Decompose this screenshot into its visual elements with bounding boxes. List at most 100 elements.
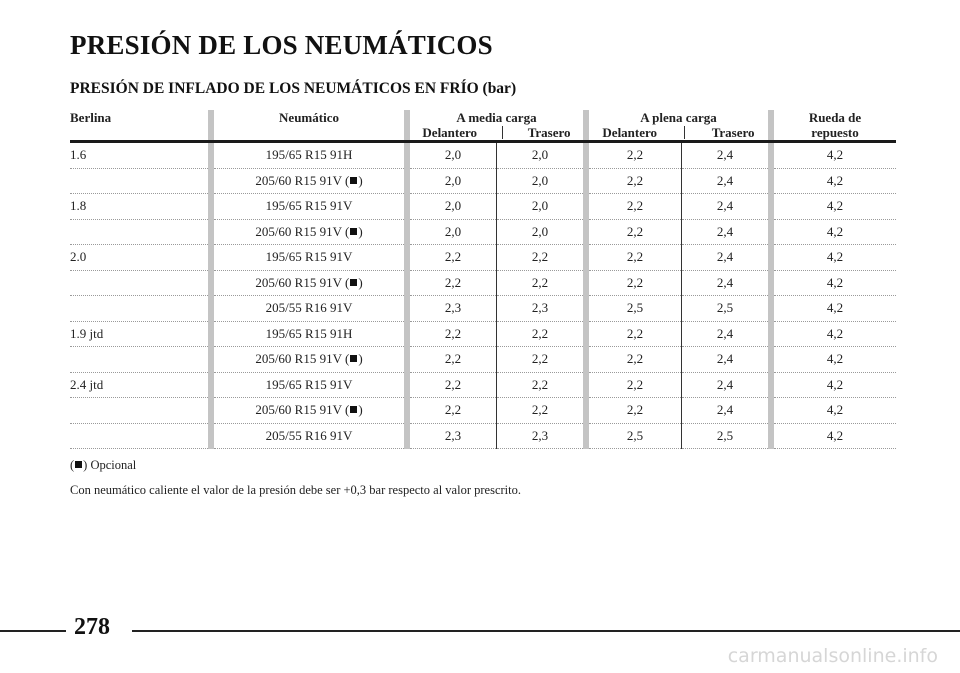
cell-tyre-text: 205/60 R15 91V ( <box>255 274 350 290</box>
footnote-text: ) Opcional <box>83 458 137 472</box>
optional-close-paren: ) <box>358 351 363 367</box>
optional-square-icon <box>350 176 358 184</box>
cell-media-delantero-text: 2,2 <box>444 376 462 392</box>
cell-plena-trasero-text: 2,4 <box>716 351 734 367</box>
table-row: 205/55 R16 91V 2,3 2,3 2,5 2,5 4,2 <box>70 295 896 322</box>
cell-media-delantero-text: 2,2 <box>444 351 462 367</box>
cell-tyre: 205/60 R15 91V () <box>214 346 404 373</box>
optional-square-icon <box>350 355 358 363</box>
column-separator <box>208 168 214 194</box>
column-separator <box>768 423 774 449</box>
cell-tyre: 205/55 R16 91V <box>214 295 404 322</box>
cell-media-trasero-text: 2,0 <box>531 147 549 163</box>
column-separator <box>583 321 589 347</box>
cell-plena-trasero-text: 2,4 <box>716 249 734 265</box>
cell-plena-trasero-text: 2,5 <box>716 427 734 443</box>
cell-media-delantero: 2,2 <box>410 397 497 424</box>
cell-tyre: 195/65 R15 91H <box>214 321 404 347</box>
cell-tyre-text: 195/65 R15 91V <box>265 198 353 214</box>
cell-plena-delantero: 2,5 <box>589 423 682 449</box>
page-number: 278 <box>74 614 110 640</box>
cell-repuesto: 4,2 <box>774 219 896 245</box>
cell-repuesto-text: 4,2 <box>826 147 844 163</box>
cell-plena-delantero-text: 2,2 <box>626 147 644 163</box>
cell-plena-delantero: 2,2 <box>589 397 682 424</box>
cell-media-trasero-text: 2,0 <box>531 223 549 239</box>
cell-model <box>70 168 208 194</box>
cell-tyre: 205/60 R15 91V () <box>214 168 404 194</box>
column-separator <box>208 141 214 168</box>
table-row: 205/60 R15 91V () 2,2 2,2 2,2 2,4 4,2 <box>70 270 896 296</box>
cell-model <box>70 423 208 449</box>
cell-model-text: 1.9 jtd <box>70 325 104 341</box>
column-separator <box>208 270 214 296</box>
cell-plena-trasero: 2,4 <box>681 193 768 220</box>
cell-model: 2.4 jtd <box>70 372 208 398</box>
cell-tyre: 195/65 R15 91H <box>214 141 404 169</box>
cell-media-trasero-text: 2,2 <box>531 249 549 265</box>
table-row: 205/55 R16 91V 2,3 2,3 2,5 2,5 4,2 <box>70 423 896 449</box>
cell-plena-delantero-text: 2,2 <box>626 223 644 239</box>
column-separator <box>208 321 214 347</box>
column-separator <box>404 321 410 347</box>
cell-tyre-text: 205/55 R16 91V <box>265 300 353 316</box>
cell-model: 2.0 <box>70 244 208 271</box>
cell-plena-trasero-text: 2,4 <box>716 325 734 341</box>
cell-plena-trasero-text: 2,4 <box>716 223 734 239</box>
column-separator <box>768 193 774 219</box>
cell-media-trasero-text: 2,3 <box>531 427 549 443</box>
column-separator <box>583 168 589 194</box>
column-separator <box>768 219 774 245</box>
column-separator <box>583 295 589 321</box>
cell-media-delantero: 2,2 <box>410 372 497 398</box>
column-separator <box>404 110 410 143</box>
cell-model: 1.6 <box>70 141 208 169</box>
cell-media-delantero-text: 2,0 <box>444 223 462 239</box>
cell-plena-trasero: 2,5 <box>681 295 768 322</box>
section-title: PRESIÓN DE INFLADO DE LOS NEUMÁTICOS EN … <box>70 80 517 97</box>
cell-plena-delantero-text: 2,2 <box>626 249 644 265</box>
column-separator <box>404 295 410 321</box>
column-separator <box>208 244 214 270</box>
column-separator <box>208 372 214 398</box>
header-rueda-line2: repuesto <box>811 125 859 140</box>
cell-model <box>70 346 208 373</box>
cell-plena-delantero-text: 2,2 <box>626 402 644 418</box>
cell-repuesto: 4,2 <box>774 295 896 322</box>
cell-plena-trasero: 2,4 <box>681 397 768 424</box>
cell-plena-trasero-text: 2,4 <box>716 376 734 392</box>
cell-media-trasero: 2,0 <box>496 219 583 245</box>
column-separator <box>208 219 214 245</box>
column-separator <box>583 346 589 372</box>
cell-media-trasero-text: 2,0 <box>531 172 549 188</box>
cell-plena-trasero-text: 2,4 <box>716 402 734 418</box>
cell-media-delantero: 2,2 <box>410 346 497 373</box>
cell-tyre-text: 195/65 R15 91H <box>265 147 353 163</box>
cell-tyre-text: 205/55 R16 91V <box>265 427 353 443</box>
cell-tyre-text: 205/60 R15 91V ( <box>255 402 350 418</box>
header-trasero: Trasero <box>527 125 571 140</box>
cell-plena-trasero-text: 2,5 <box>716 300 734 316</box>
cell-media-trasero: 2,2 <box>496 270 583 296</box>
cell-repuesto-text: 4,2 <box>826 172 844 188</box>
column-separator <box>768 295 774 321</box>
column-separator <box>404 141 410 168</box>
optional-square-icon <box>350 406 358 414</box>
cell-plena-delantero-text: 2,2 <box>626 376 644 392</box>
cell-media-delantero: 2,2 <box>410 321 497 347</box>
header-delantero: Delantero <box>422 125 478 140</box>
cell-media-delantero-text: 2,2 <box>444 325 462 341</box>
cell-tyre-text: 205/60 R15 91V ( <box>255 223 350 239</box>
cell-media-trasero: 2,3 <box>496 295 583 322</box>
cell-media-delantero-text: 2,2 <box>444 402 462 418</box>
table-row: 1.8 195/65 R15 91V 2,0 2,0 2,2 2,4 4,2 <box>70 193 896 220</box>
optional-square-icon <box>350 278 358 286</box>
cell-plena-trasero-text: 2,4 <box>716 172 734 188</box>
cell-media-trasero: 2,0 <box>496 168 583 194</box>
cell-media-trasero-text: 2,2 <box>531 376 549 392</box>
cell-plena-delantero: 2,2 <box>589 244 682 271</box>
cell-media-delantero: 2,0 <box>410 193 497 220</box>
cell-plena-delantero: 2,2 <box>589 168 682 194</box>
cell-repuesto-text: 4,2 <box>826 402 844 418</box>
cell-plena-delantero-text: 2,2 <box>626 274 644 290</box>
